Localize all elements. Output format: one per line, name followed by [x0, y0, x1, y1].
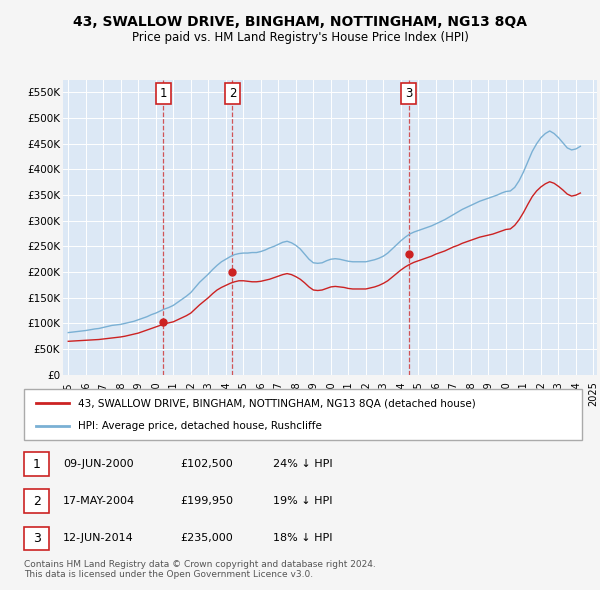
Text: 2: 2 [32, 494, 41, 508]
Text: 3: 3 [405, 87, 412, 100]
Text: 3: 3 [32, 532, 41, 545]
Text: £199,950: £199,950 [180, 496, 233, 506]
Text: £102,500: £102,500 [180, 459, 233, 469]
Text: £235,000: £235,000 [180, 533, 233, 543]
Text: 1: 1 [32, 457, 41, 471]
Text: 09-JUN-2000: 09-JUN-2000 [63, 459, 134, 469]
Text: 1: 1 [160, 87, 167, 100]
Text: 18% ↓ HPI: 18% ↓ HPI [273, 533, 332, 543]
Text: 43, SWALLOW DRIVE, BINGHAM, NOTTINGHAM, NG13 8QA: 43, SWALLOW DRIVE, BINGHAM, NOTTINGHAM, … [73, 15, 527, 29]
Text: 24% ↓ HPI: 24% ↓ HPI [273, 459, 332, 469]
Text: Contains HM Land Registry data © Crown copyright and database right 2024.
This d: Contains HM Land Registry data © Crown c… [24, 560, 376, 579]
Text: 43, SWALLOW DRIVE, BINGHAM, NOTTINGHAM, NG13 8QA (detached house): 43, SWALLOW DRIVE, BINGHAM, NOTTINGHAM, … [78, 398, 476, 408]
Text: 2: 2 [229, 87, 236, 100]
Text: 19% ↓ HPI: 19% ↓ HPI [273, 496, 332, 506]
Text: 12-JUN-2014: 12-JUN-2014 [63, 533, 134, 543]
Text: HPI: Average price, detached house, Rushcliffe: HPI: Average price, detached house, Rush… [78, 421, 322, 431]
Text: Price paid vs. HM Land Registry's House Price Index (HPI): Price paid vs. HM Land Registry's House … [131, 31, 469, 44]
Text: 17-MAY-2004: 17-MAY-2004 [63, 496, 135, 506]
